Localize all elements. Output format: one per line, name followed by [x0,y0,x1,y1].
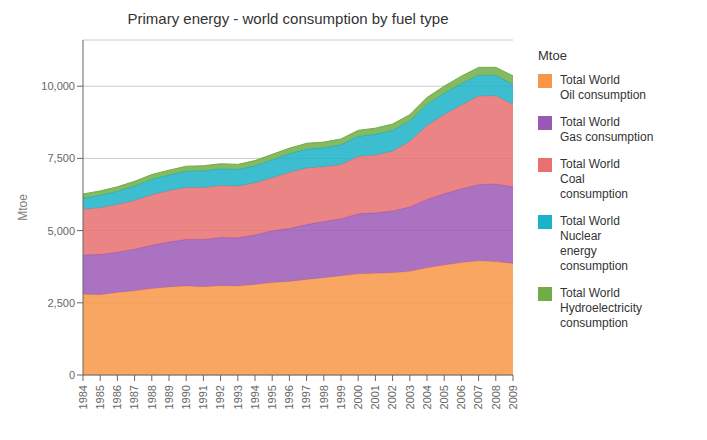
svg-text:2001: 2001 [369,385,381,409]
svg-text:Mtoe: Mtoe [16,194,30,221]
html-text:Total World Oil consumption: Total World Oil consumption [560,73,646,102]
svg-text:1999: 1999 [335,385,347,409]
svg-text:1994: 1994 [249,385,261,409]
svg-text:1993: 1993 [232,385,244,409]
svg-text:7,500: 7,500 [47,152,75,164]
svg-text:2004: 2004 [421,385,433,409]
svg-text:1986: 1986 [111,385,123,409]
svg-text:1990: 1990 [180,385,192,409]
svg-text:10,000: 10,000 [41,80,75,92]
svg-text:1997: 1997 [300,385,312,409]
svg-text:2003: 2003 [404,385,416,409]
svg-text:2009: 2009 [507,385,519,409]
svg-text:0: 0 [69,369,75,381]
svg-text:1985: 1985 [94,385,106,409]
html-text:Total World Hydroelectricity c: Total World Hydroelectricity consumption [560,286,642,330]
svg-text:1987: 1987 [128,385,140,409]
html-text:Mtoe: Mtoe [538,48,567,63]
svg-text:1991: 1991 [197,385,209,409]
svg-text:2007: 2007 [472,385,484,409]
svg-text:1998: 1998 [318,385,330,409]
svg-text:2005: 2005 [438,385,450,409]
svg-text:2000: 2000 [352,385,364,409]
svg-text:1984: 1984 [77,385,89,409]
svg-text:1992: 1992 [214,385,226,409]
svg-text:2008: 2008 [490,385,502,409]
svg-text:1989: 1989 [163,385,175,409]
svg-text:2002: 2002 [386,385,398,409]
html-text:Total World Gas consumption: Total World Gas consumption [560,115,654,144]
svg-text:1996: 1996 [283,385,295,409]
svg-text:1988: 1988 [146,385,158,409]
svg-text:1995: 1995 [266,385,278,409]
svg-text:5,000: 5,000 [47,225,75,237]
svg-text:2,500: 2,500 [47,297,75,309]
html-text:Total World Nuclear energy con: Total World Nuclear energy consumption [560,214,628,273]
svg-text:2006: 2006 [455,385,467,409]
html-text:Total World Coal consumption: Total World Coal consumption [560,157,628,201]
html-text:Primary energy - world consump: Primary energy - world consumption by fu… [127,10,449,27]
